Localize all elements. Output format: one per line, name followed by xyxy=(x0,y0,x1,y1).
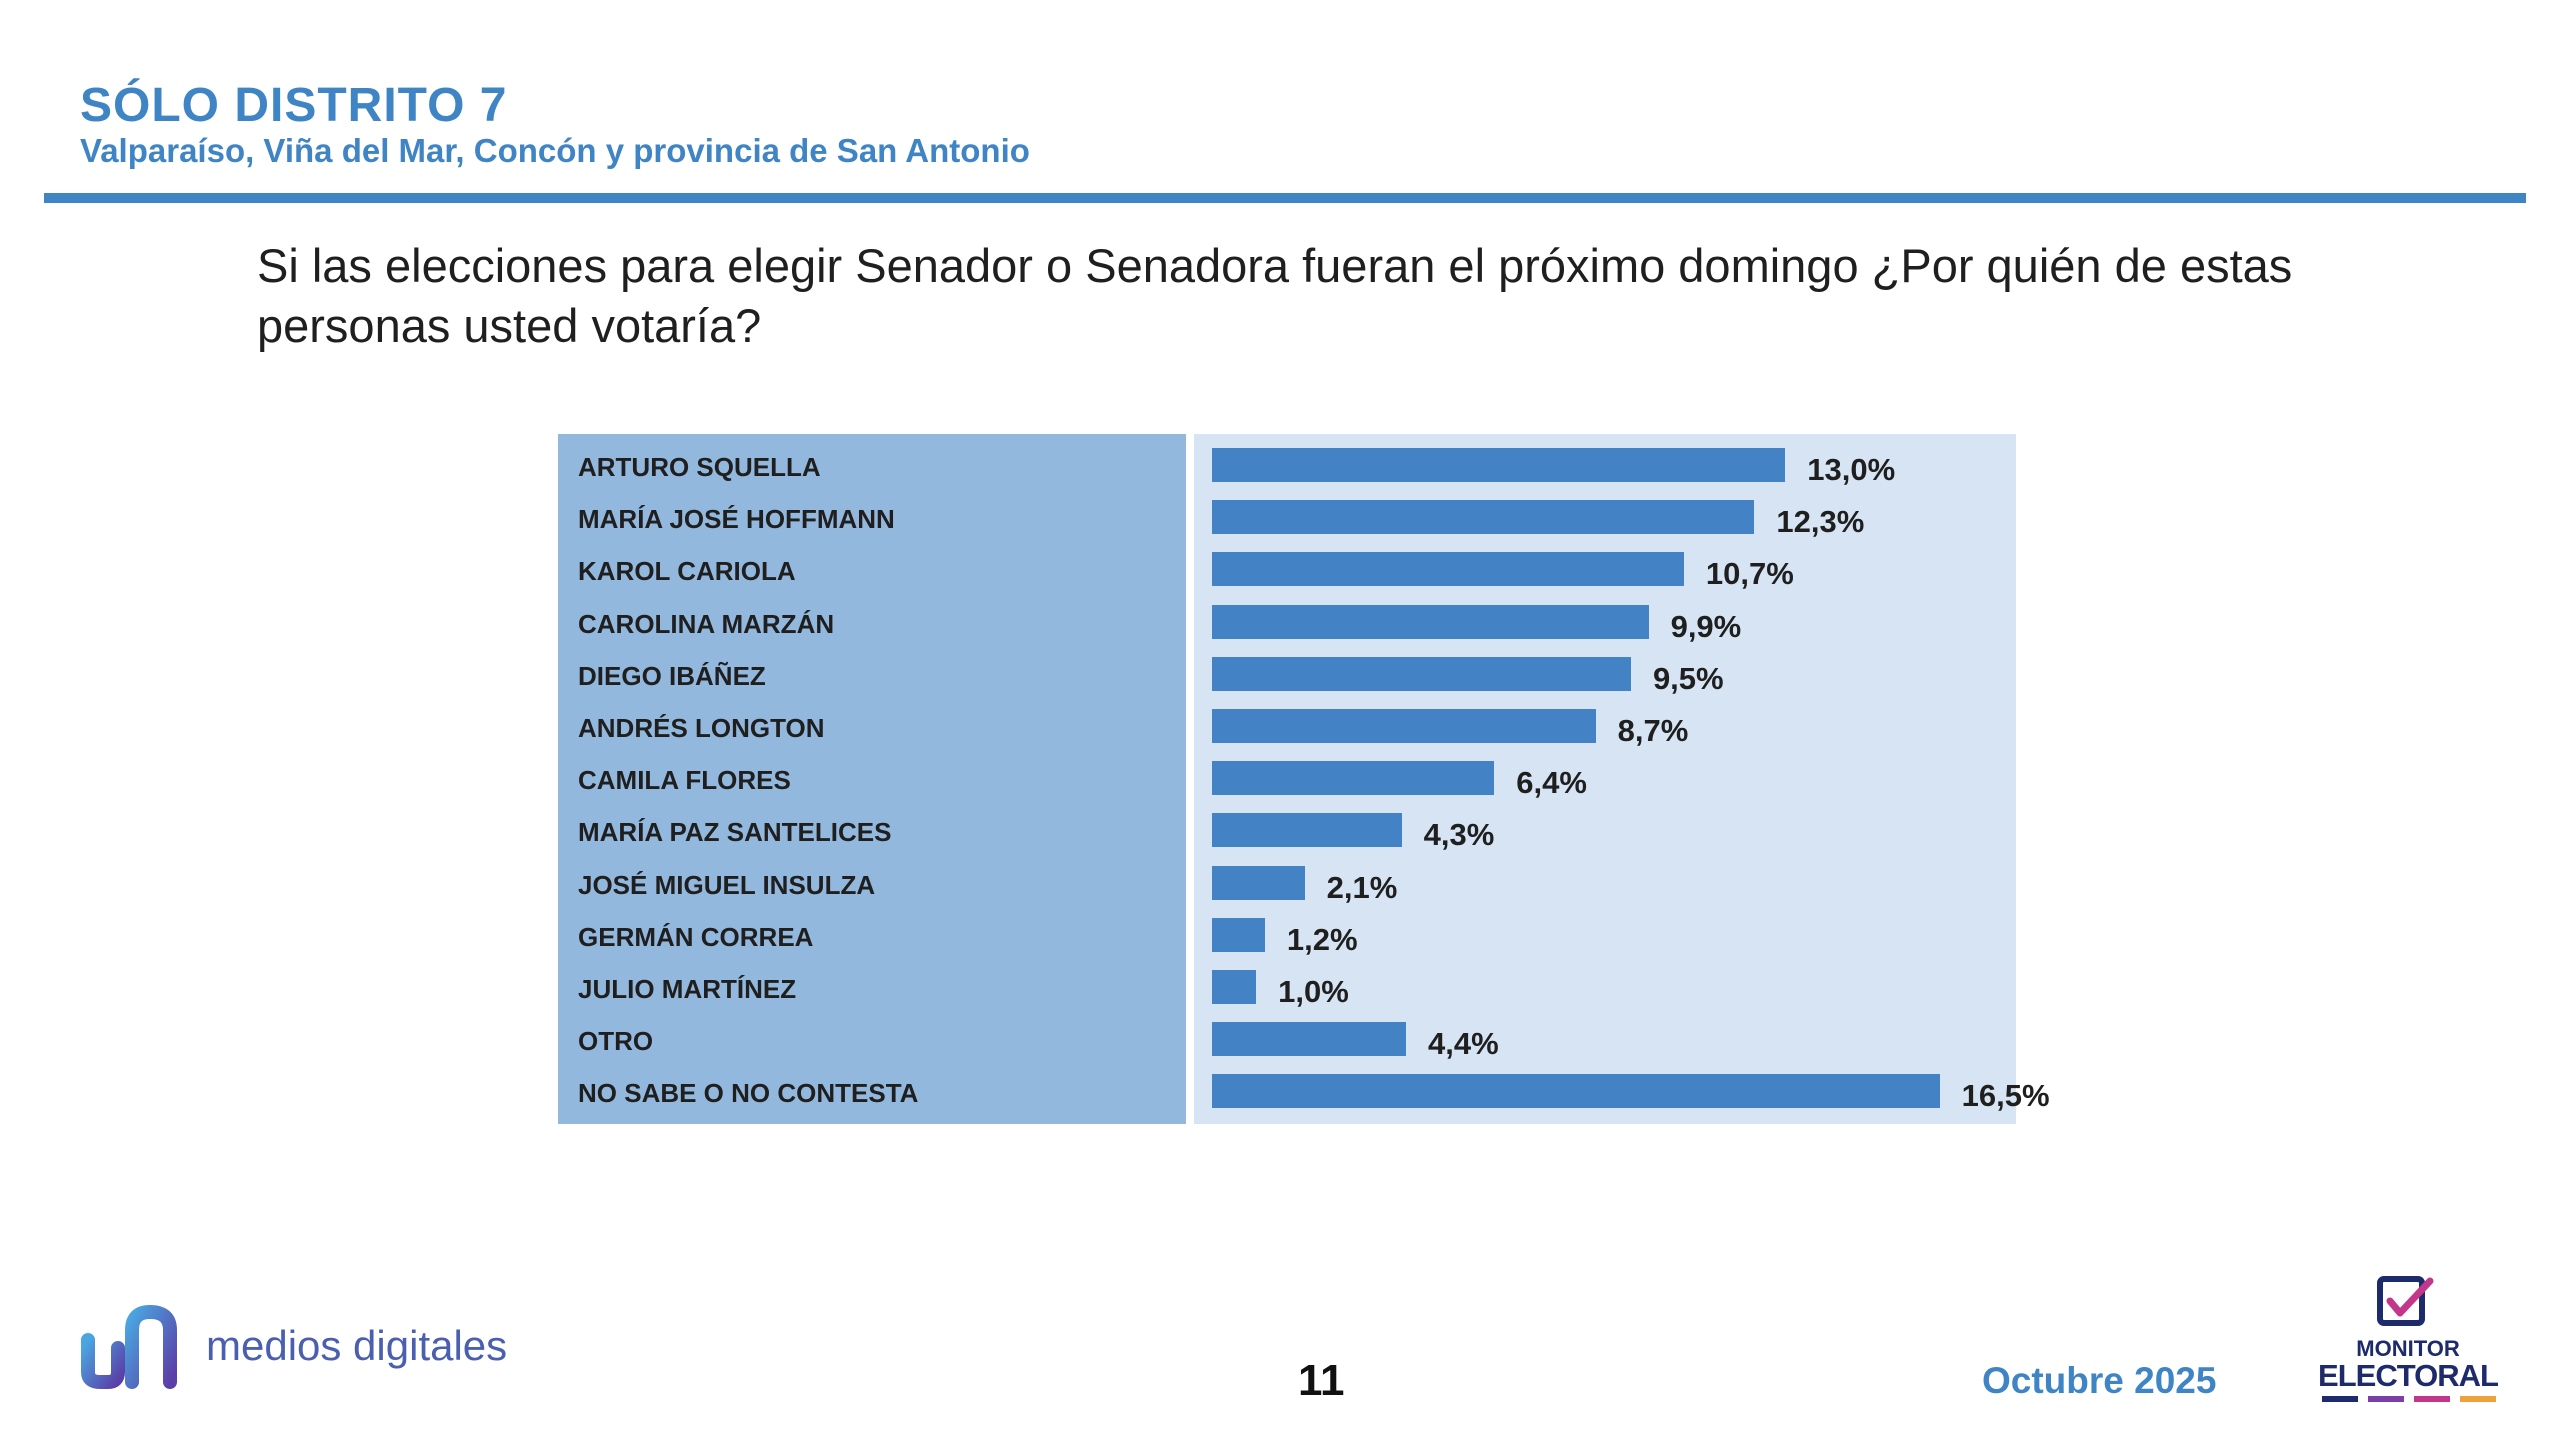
category-label: NO SABE O NO CONTESTA xyxy=(578,1078,919,1109)
bar xyxy=(1212,604,1649,639)
value-label: 1,0% xyxy=(1278,974,1349,1009)
page-subtitle: Valparaíso, Viña del Mar, Concón y provi… xyxy=(80,132,1030,169)
bar xyxy=(1212,656,1631,691)
ballot-check-icon xyxy=(2377,1276,2434,1326)
category-label: MARÍA JOSÉ HOFFMANN xyxy=(578,504,895,535)
value-label: 1,2% xyxy=(1286,921,1358,957)
category-label: JULIO MARTÍNEZ xyxy=(578,974,797,1004)
bar xyxy=(1212,813,1402,848)
value-label: 9,5% xyxy=(1652,660,1724,696)
bar xyxy=(1212,448,1786,482)
value-label: 12,3% xyxy=(1776,504,1865,540)
category-label: JOSÉ MIGUEL INSULZA xyxy=(578,869,876,900)
bar xyxy=(1212,1074,1940,1109)
logo-color-dashes xyxy=(2322,1396,2496,1402)
header-divider xyxy=(44,193,2526,203)
category-label: DIEGO IBÁÑEZ xyxy=(578,660,766,691)
brand-name: medios digitales xyxy=(206,1322,508,1369)
category-label: OTRO xyxy=(578,1026,654,1057)
category-label: ANDRÉS LONGTON xyxy=(578,713,825,743)
survey-question: Si las elecciones para elegir Senador o … xyxy=(257,239,2293,352)
bar xyxy=(1212,865,1305,900)
bar xyxy=(1212,552,1684,587)
category-label: GERMÁN CORREA xyxy=(578,921,814,952)
value-label: 4,4% xyxy=(1428,1026,1499,1062)
value-label: 10,7% xyxy=(1705,556,1794,592)
report-date: Octubre 2025 xyxy=(1982,1360,2217,1401)
bar xyxy=(1212,500,1755,535)
category-label: CAMILA FLORES xyxy=(578,765,791,796)
value-label: 13,0% xyxy=(1807,452,1896,487)
category-label: KAROL CARIOLA xyxy=(578,556,796,587)
page-number: 11 xyxy=(1298,1356,1345,1405)
bar xyxy=(1212,917,1265,952)
value-label: 16,5% xyxy=(1961,1078,2050,1114)
bar xyxy=(1212,970,1257,1004)
value-label: 6,4% xyxy=(1516,765,1587,801)
category-label: MARÍA PAZ SANTELICES xyxy=(578,817,892,848)
page-title: SÓLO DISTRITO 7 xyxy=(80,79,508,132)
value-label: 9,9% xyxy=(1670,608,1742,644)
value-label: 2,1% xyxy=(1326,869,1398,905)
medios-digitales-logo-icon xyxy=(81,1304,177,1389)
monitor-label: MONITOR xyxy=(2356,1336,2460,1361)
bar xyxy=(1212,761,1495,796)
category-label: CAROLINA MARZÁN xyxy=(578,608,835,639)
category-label-panel xyxy=(558,434,1186,1124)
bar xyxy=(1212,709,1596,743)
value-label: 4,3% xyxy=(1423,817,1495,853)
bar xyxy=(1212,1022,1407,1057)
electoral-label: ELECTORAL xyxy=(2318,1358,2499,1393)
value-label: 8,7% xyxy=(1617,713,1689,748)
category-label: ARTURO SQUELLA xyxy=(578,452,821,482)
